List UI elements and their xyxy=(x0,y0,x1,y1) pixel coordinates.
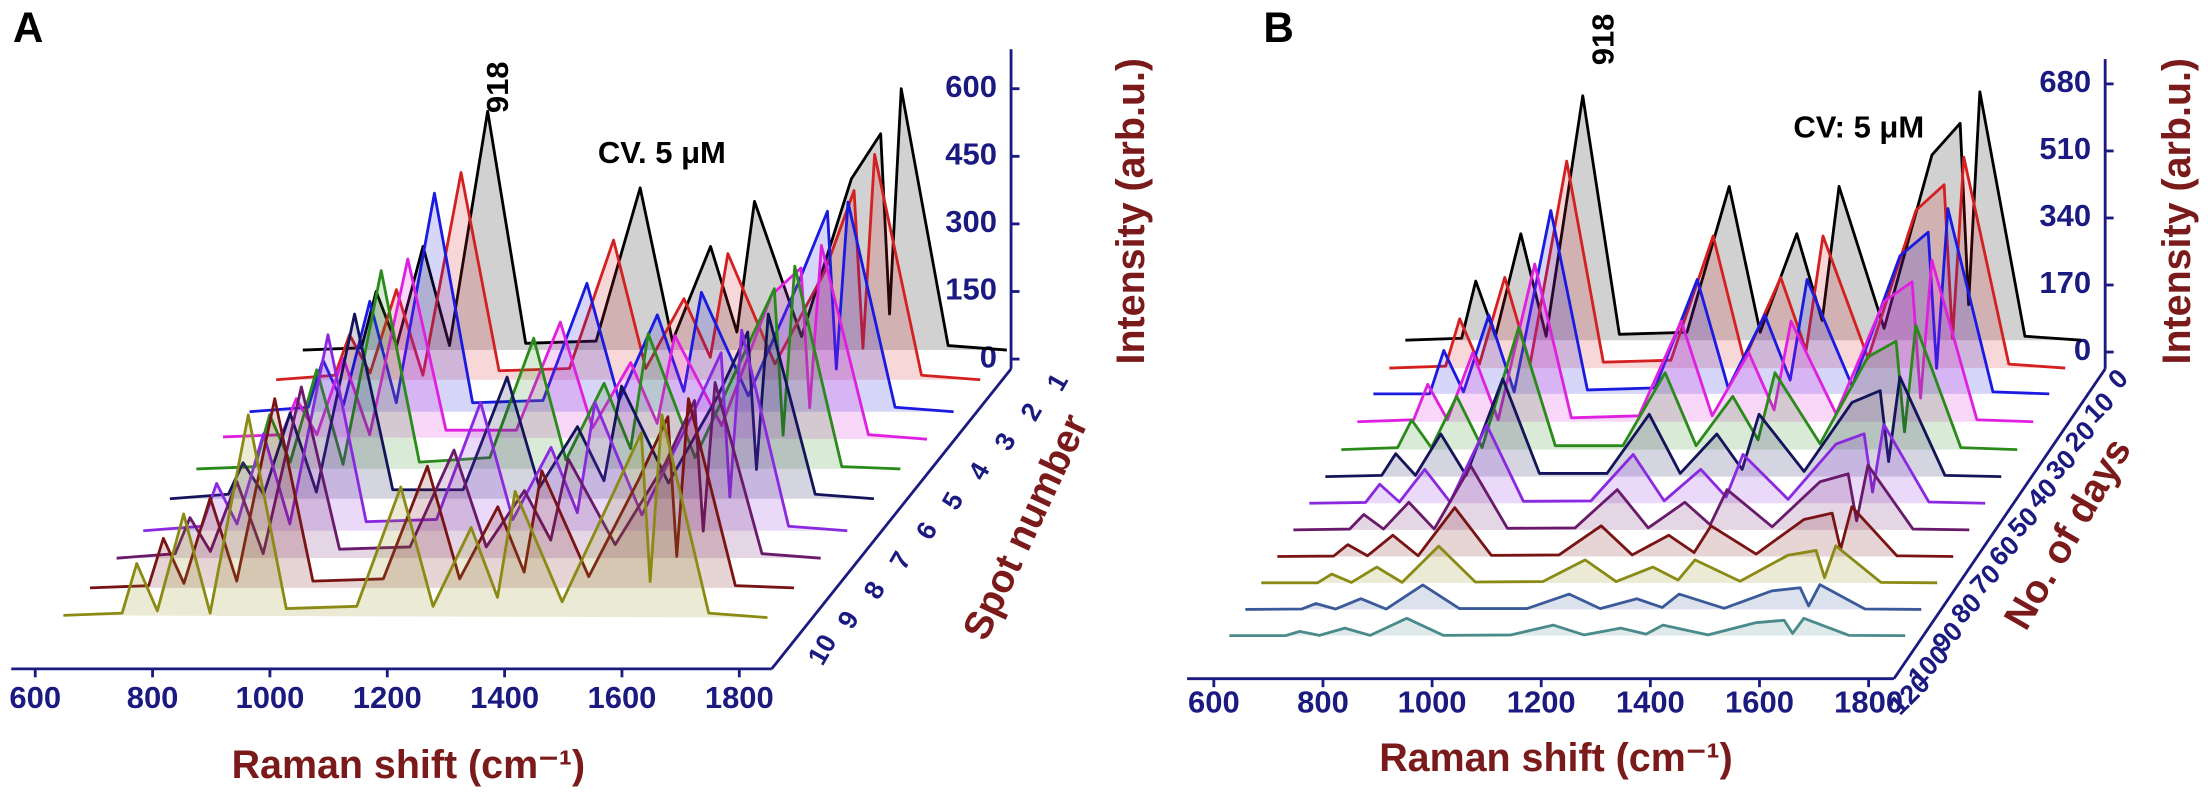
x-tick-label: 1200 xyxy=(353,680,422,715)
spectrum xyxy=(1293,463,1970,532)
spectrum xyxy=(1277,505,1954,558)
z-tick-label: 7 xyxy=(884,546,917,574)
y-tick-label: 510 xyxy=(2039,131,2091,166)
x-tick-label: 1400 xyxy=(1616,684,1685,719)
y-axis-title: Intensity (arb.u.) xyxy=(2155,58,2199,365)
z-tick-label: 8 xyxy=(858,576,891,604)
panel-label: A xyxy=(13,4,44,51)
x-tick-label: 1000 xyxy=(235,680,304,715)
panel-label: B xyxy=(1263,4,1294,51)
spectrum xyxy=(1261,544,1938,585)
y-axis-title: Intensity (arb.u.) xyxy=(1109,58,1153,365)
x-tick-label: 1400 xyxy=(470,680,539,715)
x-tick-label: 1600 xyxy=(1725,684,1794,719)
annotation: 918 xyxy=(1585,14,1620,66)
x-tick-label: 1200 xyxy=(1507,684,1576,719)
x-tick-label: 600 xyxy=(9,680,61,715)
y-tick-label: 680 xyxy=(2039,64,2091,99)
z-axis-title: Spot number xyxy=(954,408,1097,647)
x-tick-label: 1000 xyxy=(1398,684,1467,719)
z-tick-label: 6 xyxy=(910,517,943,545)
x-axis-title: Raman shift (cm⁻¹) xyxy=(232,743,586,787)
x-tick-label: 1800 xyxy=(705,680,774,715)
spectrum xyxy=(1405,90,2082,342)
y-tick-label: 300 xyxy=(945,204,997,239)
y-tick-label: 340 xyxy=(2039,198,2091,233)
z-tick-label: 10 xyxy=(802,629,843,670)
z-tick-label: 1 xyxy=(1041,368,1074,396)
z-axis xyxy=(1892,368,2107,680)
spectrum xyxy=(89,397,795,590)
chart-title: CV. 5 μM xyxy=(598,135,726,170)
annotation: 918 xyxy=(480,61,515,113)
y-tick-label: 170 xyxy=(2039,265,2091,300)
chart-title: CV: 5 μM xyxy=(1793,110,1924,145)
spectrum xyxy=(1229,616,1906,638)
y-tick-label: 150 xyxy=(945,272,997,307)
z-tick-label: 4 xyxy=(962,457,995,485)
spectrum xyxy=(1325,375,2002,479)
y-tick-label: 0 xyxy=(2074,332,2091,367)
x-tick-label: 1600 xyxy=(587,680,656,715)
x-axis-title: Raman shift (cm⁻¹) xyxy=(1379,736,1733,780)
x-tick-label: 800 xyxy=(127,680,179,715)
y-tick-label: 600 xyxy=(945,69,997,104)
x-tick-label: 1800 xyxy=(1834,684,1903,719)
y-tick-label: 0 xyxy=(980,339,997,374)
y-tick-label: 450 xyxy=(945,136,997,171)
z-tick-label: 5 xyxy=(936,487,969,515)
x-tick-label: 800 xyxy=(1297,684,1349,719)
z-axis xyxy=(770,368,1013,670)
spectrum xyxy=(1341,324,2018,452)
z-tick-label: 0 xyxy=(2102,363,2134,395)
x-tick-label: 600 xyxy=(1188,684,1240,719)
z-tick-label: 9 xyxy=(832,606,865,634)
z-tick-label: 2 xyxy=(1014,398,1047,426)
spectrum xyxy=(63,413,768,620)
spectrum xyxy=(1245,583,1922,611)
z-tick-label: 3 xyxy=(988,428,1021,456)
